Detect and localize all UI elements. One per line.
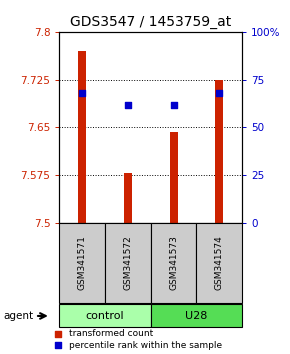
Point — [126, 102, 130, 107]
Bar — [170, 132, 178, 223]
Text: U28: U28 — [185, 311, 208, 321]
Point — [217, 90, 222, 96]
Bar — [151, 304, 242, 327]
Text: GSM341574: GSM341574 — [215, 235, 224, 290]
Text: agent: agent — [3, 311, 33, 321]
Text: control: control — [86, 311, 124, 321]
Text: GSM341571: GSM341571 — [78, 235, 87, 290]
Text: transformed count: transformed count — [69, 329, 153, 338]
Point — [80, 90, 85, 96]
Bar — [124, 173, 132, 223]
Bar — [215, 80, 223, 223]
Text: GSM341572: GSM341572 — [124, 235, 133, 290]
Bar — [59, 223, 105, 303]
Point — [55, 331, 60, 337]
Bar — [197, 223, 242, 303]
Bar — [105, 223, 151, 303]
Title: GDS3547 / 1453759_at: GDS3547 / 1453759_at — [70, 16, 231, 29]
Bar — [59, 304, 151, 327]
Point — [55, 342, 60, 348]
Bar — [78, 51, 86, 223]
Text: GSM341573: GSM341573 — [169, 235, 178, 290]
Text: percentile rank within the sample: percentile rank within the sample — [69, 341, 222, 350]
Bar — [151, 223, 196, 303]
Point — [171, 102, 176, 107]
